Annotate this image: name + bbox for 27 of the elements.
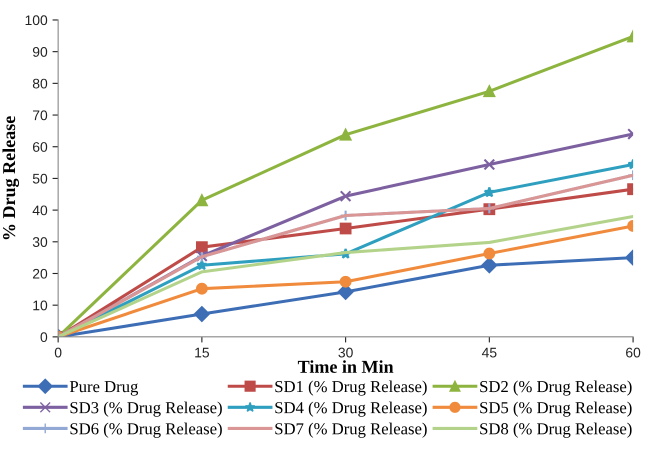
y-axis-title: % Drug Release (2, 116, 19, 240)
y-tick-label: 0 (40, 332, 48, 342)
legend-label: SD8 (% Drug Release) (480, 422, 632, 438)
legend-label: SD7 (% Drug Release) (275, 422, 427, 438)
x-tick-label: 15 (195, 348, 210, 358)
legend-label: SD5 (% Drug Release) (480, 402, 632, 417)
x-tick-label: 0 (54, 348, 62, 358)
y-tick-label: 10 (33, 300, 48, 310)
x-axis-title: Time in Min (298, 360, 394, 373)
y-tick-label: 30 (32, 237, 48, 247)
y-tick-label: 80 (32, 78, 48, 89)
y-tick-label: 60 (32, 142, 48, 152)
legend-label: SD2 (% Drug Release) (480, 380, 632, 396)
y-tick-label: 40 (32, 205, 48, 216)
y-tick-label: 20 (32, 268, 48, 279)
y-tick-label: 70 (32, 110, 48, 120)
x-tick-label: 30 (338, 348, 353, 358)
y-tick-label: 90 (32, 47, 48, 57)
legend-label: SD1 (% Drug Release) (275, 380, 427, 396)
x-tick-label: 45 (482, 348, 496, 358)
legend-label: SD3 (% Drug Release) (70, 402, 222, 417)
y-tick-label: 100 (26, 15, 48, 26)
x-tick-label: 60 (626, 348, 640, 358)
legend-label: SD6 (% Drug Release) (70, 422, 222, 438)
legend-label: Pure Drug (70, 381, 138, 396)
legend-label: SD4 (% Drug Release) (275, 402, 427, 417)
y-tick-label: 50 (32, 174, 48, 184)
